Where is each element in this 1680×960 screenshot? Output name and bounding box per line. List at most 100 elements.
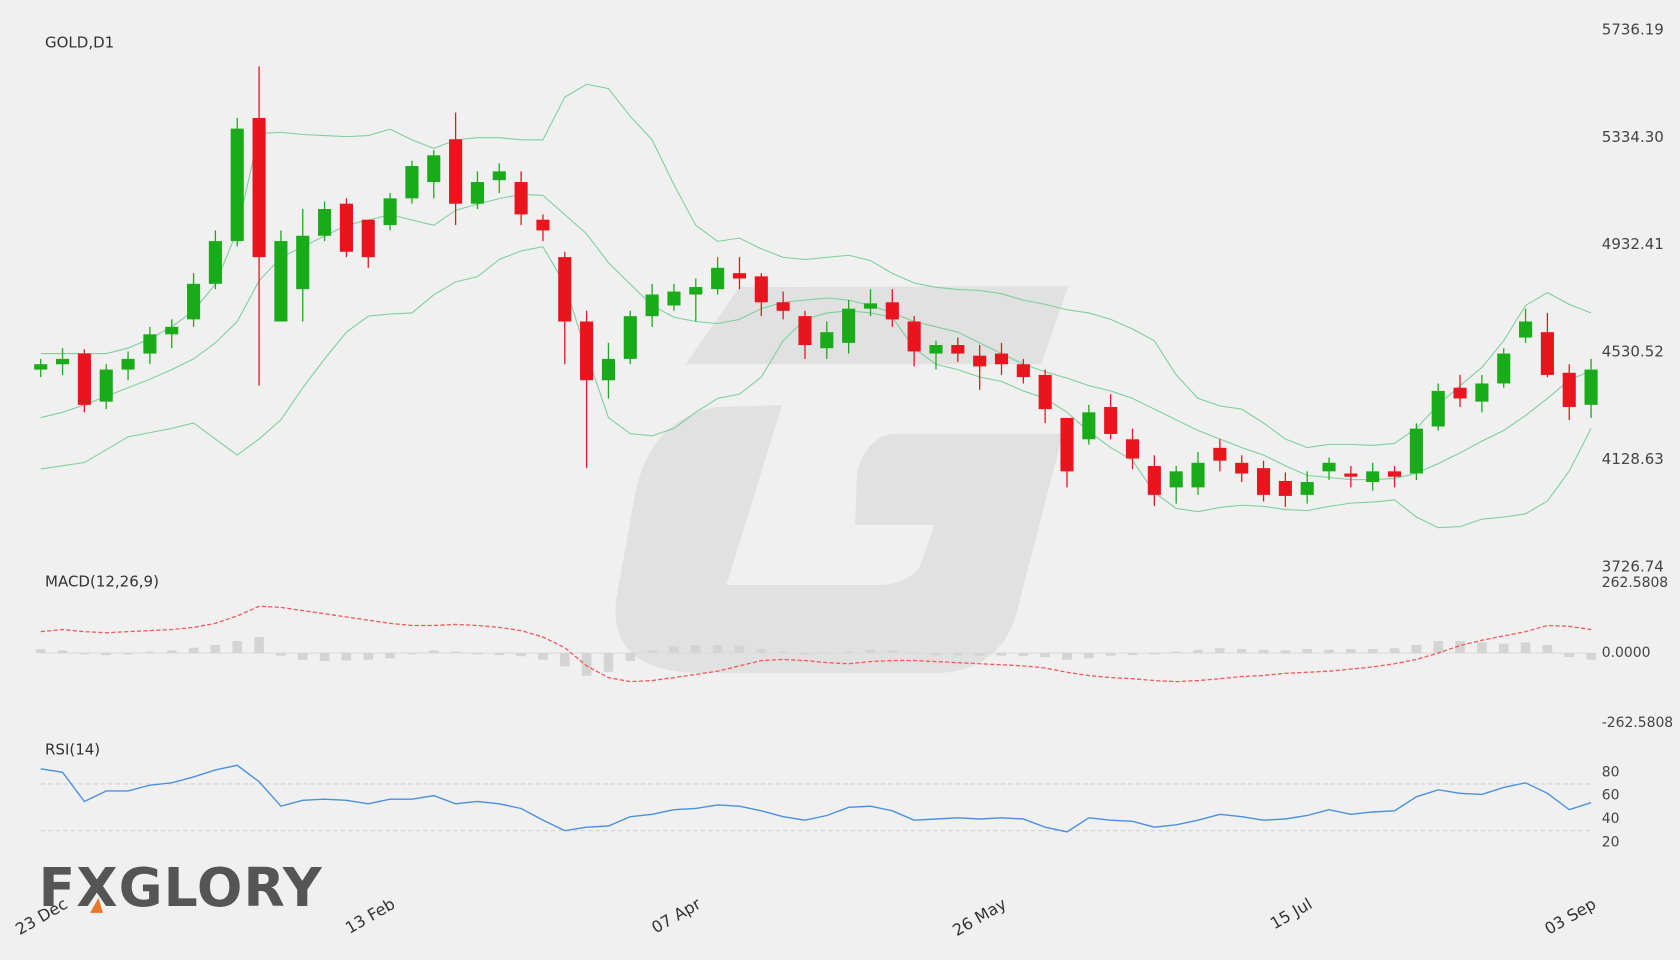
candle-body bbox=[994, 353, 1009, 365]
macd-histogram-bar bbox=[210, 645, 221, 654]
macd-histogram-bar bbox=[232, 641, 243, 654]
macd-histogram-bar bbox=[1520, 642, 1531, 654]
y-tick-label: 4530.52 bbox=[1602, 343, 1664, 361]
candle-body bbox=[1060, 417, 1074, 472]
candle-body bbox=[77, 353, 91, 405]
macd-histogram-bar bbox=[843, 651, 854, 654]
candle-body bbox=[34, 364, 48, 370]
macd-histogram-bar bbox=[909, 653, 919, 654]
candle-body bbox=[470, 182, 484, 204]
macd-histogram-bar bbox=[1564, 653, 1575, 658]
macd-histogram-bar bbox=[974, 653, 985, 656]
candle-body bbox=[645, 294, 659, 317]
macd-histogram-bar bbox=[1149, 653, 1160, 655]
candle-body bbox=[274, 241, 288, 322]
macd-histogram-bar bbox=[1127, 653, 1138, 656]
y-tick-label: 60 bbox=[1602, 788, 1620, 804]
macd-histogram-bar bbox=[1258, 649, 1269, 654]
macd-histogram-bar bbox=[166, 650, 177, 654]
candle-body bbox=[318, 209, 332, 236]
candle-body bbox=[143, 334, 157, 354]
band-line bbox=[40, 246, 1592, 529]
macd-histogram-bar bbox=[57, 650, 68, 654]
candle-body bbox=[601, 358, 616, 381]
macd-histogram-bar bbox=[472, 653, 483, 655]
macd-histogram-bar bbox=[1236, 649, 1247, 654]
y-tick-label: 3726.74 bbox=[1602, 557, 1664, 575]
y-tick-label: 5736.19 bbox=[1602, 21, 1664, 39]
candle-body bbox=[907, 321, 921, 352]
y-tick-label: 5334.30 bbox=[1602, 128, 1664, 146]
candle-body bbox=[1409, 428, 1423, 474]
candle-body bbox=[689, 287, 703, 295]
candle-body bbox=[711, 267, 725, 290]
macd-histogram-bar bbox=[953, 653, 963, 656]
macd-histogram-bar bbox=[1084, 653, 1094, 659]
macd-histogram-bar bbox=[123, 653, 133, 655]
macd-histogram-bar bbox=[1018, 653, 1029, 657]
y-tick-label: 4932.41 bbox=[1602, 235, 1664, 253]
candle-body bbox=[1562, 372, 1576, 407]
macd-histogram-bar bbox=[35, 649, 46, 654]
candle-body bbox=[1038, 374, 1052, 410]
candle-body bbox=[1235, 462, 1249, 474]
candle-body bbox=[951, 344, 965, 354]
macd-histogram-bar bbox=[276, 653, 286, 656]
candle-body bbox=[1016, 364, 1030, 378]
candle-body bbox=[405, 166, 419, 199]
y-tick-label: 0.0000 bbox=[1602, 645, 1651, 661]
candle-body bbox=[1191, 462, 1205, 488]
candle-body bbox=[1213, 447, 1227, 461]
candle-body bbox=[1431, 390, 1445, 427]
candle-body bbox=[339, 203, 353, 252]
band-line bbox=[40, 83, 1592, 449]
macd-histogram-bar bbox=[188, 647, 199, 654]
logo: FXGLORY bbox=[39, 856, 323, 919]
macd-histogram-bar bbox=[1302, 649, 1313, 654]
candle-body bbox=[820, 332, 834, 349]
candle-body bbox=[1475, 383, 1489, 402]
candle-body bbox=[732, 273, 747, 279]
candle-body bbox=[165, 326, 179, 335]
macd-histogram-bar bbox=[254, 636, 264, 654]
candle-body bbox=[1278, 480, 1292, 496]
macd-histogram-bar bbox=[1542, 645, 1553, 654]
macd-histogram-bar bbox=[625, 653, 636, 662]
candle-body bbox=[492, 171, 506, 181]
candle-body bbox=[1366, 471, 1380, 483]
macd-histogram-bar bbox=[1062, 653, 1072, 660]
macd-histogram-bar bbox=[1171, 651, 1181, 654]
macd-histogram-bar bbox=[1433, 641, 1444, 654]
macd-histogram-bar bbox=[79, 653, 90, 655]
y-tick-label: 4128.63 bbox=[1602, 450, 1664, 468]
candle-body bbox=[842, 308, 856, 343]
macd-histogram-bar bbox=[865, 649, 876, 654]
logo-text: FXGLORY bbox=[39, 856, 323, 919]
candle-body bbox=[427, 155, 441, 183]
candle-body bbox=[449, 139, 463, 204]
logo-accent bbox=[90, 897, 103, 913]
macd-histogram-bar bbox=[1280, 650, 1291, 654]
candle-body bbox=[1453, 387, 1467, 399]
macd-histogram-bar bbox=[1411, 645, 1422, 654]
y-tick-label: 80 bbox=[1602, 764, 1620, 780]
candle-body bbox=[1125, 439, 1140, 459]
candle-body bbox=[187, 283, 201, 320]
candle-body bbox=[1540, 332, 1554, 375]
candle-body bbox=[580, 321, 594, 381]
candle-body bbox=[1300, 482, 1314, 495]
candle-body bbox=[667, 291, 681, 306]
candle-body bbox=[798, 316, 812, 345]
rsi-line bbox=[40, 764, 1592, 833]
macd-histogram-bar bbox=[450, 651, 461, 654]
macd-histogram-bar bbox=[385, 653, 395, 659]
macd-histogram-bar bbox=[538, 653, 548, 660]
macd-histogram-bar bbox=[1389, 648, 1400, 654]
candle-body bbox=[1104, 406, 1118, 434]
candle-body bbox=[1497, 353, 1511, 384]
candle-body bbox=[1584, 369, 1598, 405]
candles bbox=[34, 66, 1598, 507]
macd-histogram-bar bbox=[778, 651, 788, 654]
